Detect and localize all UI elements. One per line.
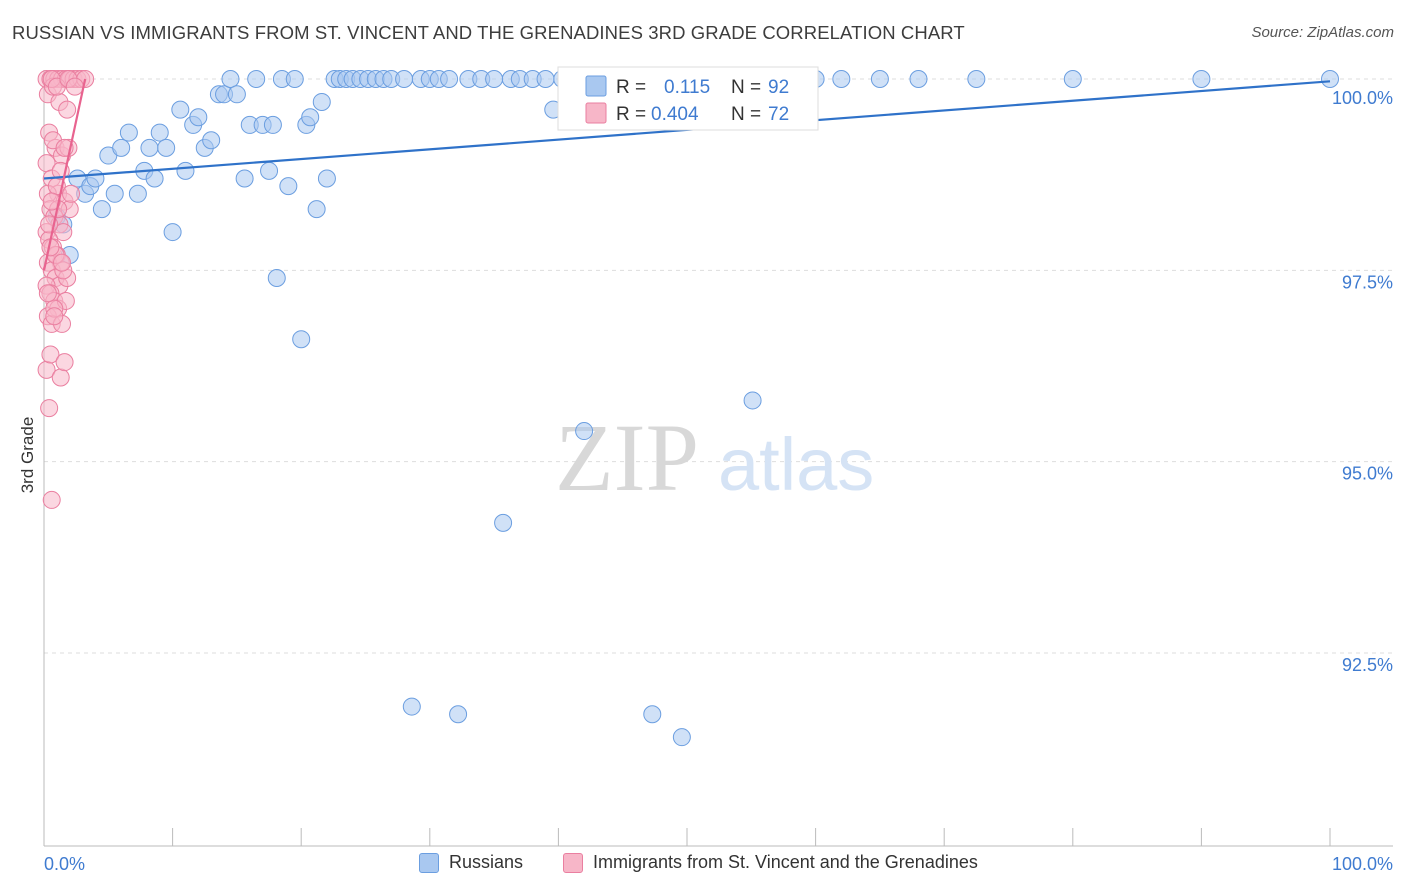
- point-russians-16: [150, 123, 169, 142]
- tick-labels: 100.0% 97.5% 95.0% 92.5% 0.0% 100.0%: [44, 88, 1393, 874]
- point-russians-42: [307, 200, 326, 219]
- y-tick-label-2: 95.0%: [1342, 464, 1393, 484]
- point-russians-92: [1321, 70, 1339, 88]
- point-immigrants-61: [62, 184, 81, 203]
- point-russians-60: [449, 705, 468, 724]
- point-russians-29: [235, 169, 254, 188]
- point-russians-82: [743, 391, 762, 410]
- legend-r-label-2: R =: [616, 104, 646, 125]
- legend-swatch-pink: [563, 852, 583, 873]
- point-russians-44: [317, 169, 336, 188]
- point-russians-20: [176, 161, 195, 180]
- point-russians-59: [440, 70, 459, 88]
- legend-n-label-1: N =: [731, 77, 761, 98]
- point-russians-14: [140, 138, 159, 157]
- y-tick-label-1: 97.5%: [1342, 272, 1393, 292]
- legend-r-value-2: 0.404: [651, 104, 699, 125]
- point-immigrants-49: [55, 353, 74, 372]
- point-russians-63: [485, 70, 504, 88]
- legend-top-box: R = 0.115 N = 92 R = 0.404 N = 72: [557, 66, 819, 131]
- legend-r-value-1: 0.115: [664, 77, 710, 98]
- source-label: Source: ZipAtlas.com: [1251, 24, 1394, 41]
- legend-label-immigrants: Immigrants from St. Vincent and the Gren…: [593, 852, 978, 872]
- point-russians-77: [643, 705, 662, 724]
- chart-title: RUSSIAN VS IMMIGRANTS FROM ST. VINCENT A…: [12, 22, 965, 43]
- point-russians-7: [92, 200, 111, 219]
- watermark-atlas: atlas: [718, 423, 874, 506]
- point-russians-79: [672, 728, 691, 747]
- point-russians-12: [128, 184, 147, 203]
- watermark-zip: ZIP: [555, 404, 699, 511]
- point-immigrants-71: [42, 192, 61, 211]
- point-russians-33: [260, 161, 279, 180]
- point-immigrants-51: [42, 490, 61, 509]
- point-russians-6: [86, 169, 105, 188]
- legend-r-label-1: R =: [616, 77, 646, 98]
- legend-n-value-1: 92: [768, 77, 789, 98]
- legend-swatch-immigrants: [585, 102, 607, 124]
- point-russians-15: [145, 169, 164, 188]
- trend-line-immigrants: [42, 78, 87, 271]
- point-russians-38: [285, 70, 304, 88]
- point-russians-91: [1192, 70, 1211, 88]
- point-russians-89: [967, 70, 986, 88]
- legend-label-russians: Russians: [449, 852, 524, 872]
- point-russians-28: [227, 85, 246, 104]
- point-russians-35: [267, 268, 286, 287]
- point-russians-43: [312, 92, 331, 111]
- point-immigrants-68: [38, 284, 57, 303]
- point-russians-19: [171, 100, 190, 119]
- point-russians-9: [105, 184, 124, 203]
- point-russians-18: [163, 223, 182, 242]
- legend-swatch-blue: [419, 852, 439, 873]
- legend-swatch-russians: [585, 75, 607, 97]
- point-immigrants-70: [53, 253, 72, 272]
- y-tick-label-0: 100.0%: [1332, 88, 1393, 108]
- point-russians-37: [279, 177, 298, 196]
- legend-item-immigrants: Immigrants from St. Vincent and the Gren…: [563, 852, 978, 873]
- point-immigrants-47: [41, 345, 60, 364]
- point-russians-55: [402, 697, 421, 716]
- legend-n-label-2: N =: [731, 104, 761, 125]
- x-tick-label-1: 100.0%: [1332, 854, 1393, 874]
- point-immigrants-14: [58, 100, 77, 119]
- point-russians-86: [832, 70, 851, 88]
- grid-lines: [44, 78, 1393, 654]
- point-russians-34: [263, 115, 282, 134]
- legend-item-russians: Russians: [419, 852, 523, 873]
- point-russians-27: [221, 70, 240, 88]
- y-tick-label-3: 92.5%: [1342, 655, 1393, 675]
- point-russians-31: [247, 70, 266, 88]
- point-immigrants-65: [65, 77, 84, 96]
- point-russians-24: [202, 131, 221, 150]
- point-russians-39: [292, 330, 311, 349]
- point-russians-90: [1063, 70, 1082, 88]
- point-russians-41: [301, 108, 320, 127]
- point-russians-72: [575, 422, 594, 441]
- legend-bottom: Russians Immigrants from St. Vincent and…: [0, 852, 1406, 876]
- point-immigrants-69: [45, 307, 64, 326]
- x-tick-label-0: 0.0%: [44, 854, 85, 874]
- point-russians-87: [870, 70, 889, 88]
- legend-n-value-2: 72: [768, 104, 789, 125]
- point-russians-17: [157, 138, 176, 157]
- point-russians-88: [909, 70, 928, 88]
- point-russians-11: [119, 123, 138, 142]
- point-russians-68: [536, 70, 555, 88]
- point-immigrants-48: [51, 368, 70, 387]
- point-russians-22: [189, 108, 208, 127]
- point-immigrants-50: [40, 399, 59, 418]
- point-russians-64: [494, 513, 513, 532]
- point-russians-54: [395, 70, 414, 88]
- point-russians-10: [112, 138, 131, 157]
